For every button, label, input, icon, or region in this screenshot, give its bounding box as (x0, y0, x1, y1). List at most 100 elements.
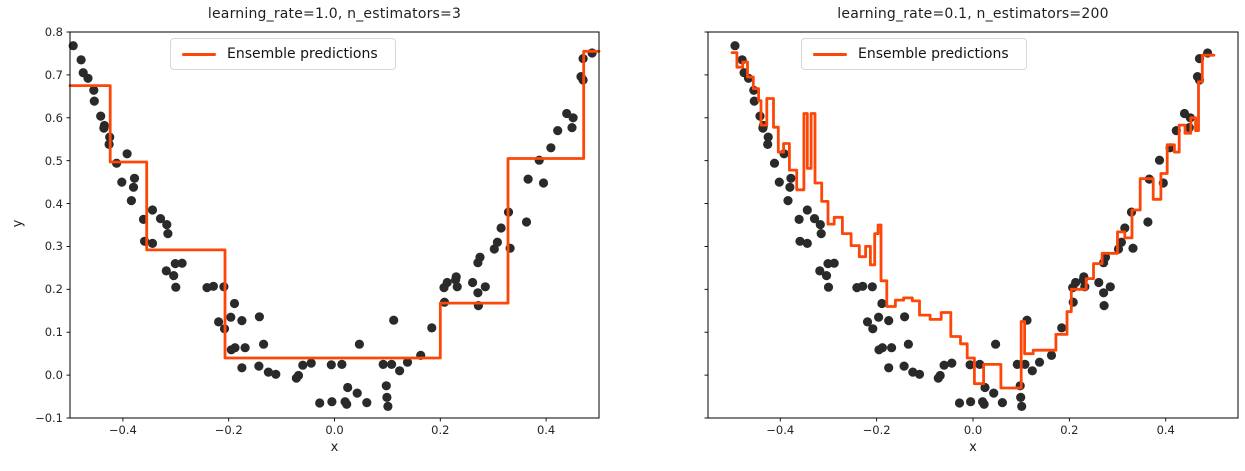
x-tick-label: −0.4 (766, 423, 795, 437)
scatter-point (271, 369, 281, 379)
scatter-point (562, 108, 572, 119)
plot-right-xlabel: x (969, 440, 977, 455)
scatter-point (381, 381, 391, 391)
scatter-point (427, 323, 437, 333)
scatter-point (473, 258, 483, 268)
scatter-point (387, 359, 397, 369)
scatter-point (96, 111, 106, 121)
scatter-point (402, 357, 413, 367)
scatter-point (947, 358, 957, 368)
scatter-point (823, 259, 833, 269)
scatter-point (343, 382, 353, 393)
scatter-point (291, 373, 301, 383)
scatter-point (774, 177, 784, 187)
scatter-point (730, 41, 740, 51)
scatter-point (816, 229, 826, 239)
x-tick-label: −0.4 (108, 423, 137, 437)
scatter-point (553, 126, 563, 136)
x-tick-label: 0.2 (431, 423, 450, 437)
scatter-point (337, 359, 347, 369)
scatter-point (389, 315, 399, 325)
y-tick-label: 0.8 (44, 25, 63, 39)
scatter-point (991, 339, 1001, 349)
scatter-point (468, 277, 478, 288)
scatter-point (1179, 108, 1190, 119)
x-tick-label: 0.2 (1060, 423, 1079, 437)
scatter-point (874, 312, 884, 322)
scatter-point (129, 173, 140, 183)
scatter-point (230, 343, 240, 353)
scatter-point (1154, 155, 1165, 165)
plot-left-legend: Ensemble predictions (170, 38, 396, 70)
scatter-point (795, 236, 805, 246)
scatter-point (1034, 357, 1045, 367)
scatter-point (1120, 223, 1130, 233)
scatter-point (326, 360, 336, 370)
scatter-point (786, 173, 796, 183)
scatter-point (884, 363, 894, 373)
scatter-point (821, 271, 832, 281)
scatter-point (989, 388, 999, 398)
scatter-point (877, 298, 887, 309)
scatter-point (867, 282, 877, 292)
scatter-point (979, 399, 989, 409)
scatter-point (496, 223, 506, 233)
scatter-point (263, 367, 273, 377)
scatter-point (1094, 277, 1104, 288)
ensemble-predictions-line (68, 49, 601, 360)
scatter-point (126, 196, 136, 206)
scatter-point (794, 214, 804, 224)
scatter-point (1192, 72, 1203, 82)
y-tick-label: −0.1 (35, 411, 63, 425)
scatter-point (900, 312, 910, 322)
scatter-point (939, 360, 949, 370)
plot-left-xlabel: x (330, 440, 339, 455)
scatter-point (567, 123, 577, 133)
plot-right-legend: Ensemble predictions (801, 38, 1027, 70)
scatter-point (352, 388, 362, 398)
scatter-point (1020, 359, 1030, 369)
scatter-point (89, 85, 99, 95)
scatter-point (534, 155, 544, 165)
scatter-point (226, 312, 236, 322)
scatter-point (382, 392, 392, 402)
scatter-point (170, 259, 180, 269)
scatter-point (117, 177, 127, 187)
scatter-point (442, 277, 452, 288)
scatter-point (868, 324, 878, 334)
scatter-point (538, 178, 549, 188)
x-tick-label: 0.4 (536, 423, 556, 437)
scatter-point (163, 229, 173, 239)
scatter-point (342, 399, 352, 409)
scatter-point (147, 205, 158, 215)
scatter-point (362, 398, 372, 408)
scatter-point (237, 363, 247, 373)
legend-line-sample-icon (182, 52, 216, 56)
scatter-point (546, 143, 556, 153)
scatter-point (162, 220, 172, 230)
ensemble-predictions-line (730, 51, 1216, 390)
scatter-point (306, 358, 316, 368)
scatter-point (254, 361, 264, 371)
scatter-point (763, 139, 773, 149)
scatter-point (395, 366, 405, 376)
scatter-point (785, 182, 795, 192)
scatter-point (1046, 350, 1057, 360)
y-tick-label: 0.7 (44, 67, 63, 82)
y-tick-label: 0.4 (44, 196, 63, 211)
scatter-point (383, 401, 393, 411)
y-tick-label: 0.5 (44, 153, 63, 168)
x-tick-label: −0.2 (214, 423, 243, 437)
scatter-point (122, 149, 132, 159)
scatter-point (89, 96, 99, 106)
scatter-point (208, 281, 218, 291)
scatter-point (862, 317, 873, 327)
scatter-point (1143, 217, 1153, 227)
scatter-point (1071, 277, 1081, 288)
scatter-point (899, 361, 909, 371)
scatter-point (68, 41, 78, 51)
scatter-point (980, 382, 990, 393)
scatter-point (823, 282, 834, 292)
scatter-point (769, 158, 780, 168)
